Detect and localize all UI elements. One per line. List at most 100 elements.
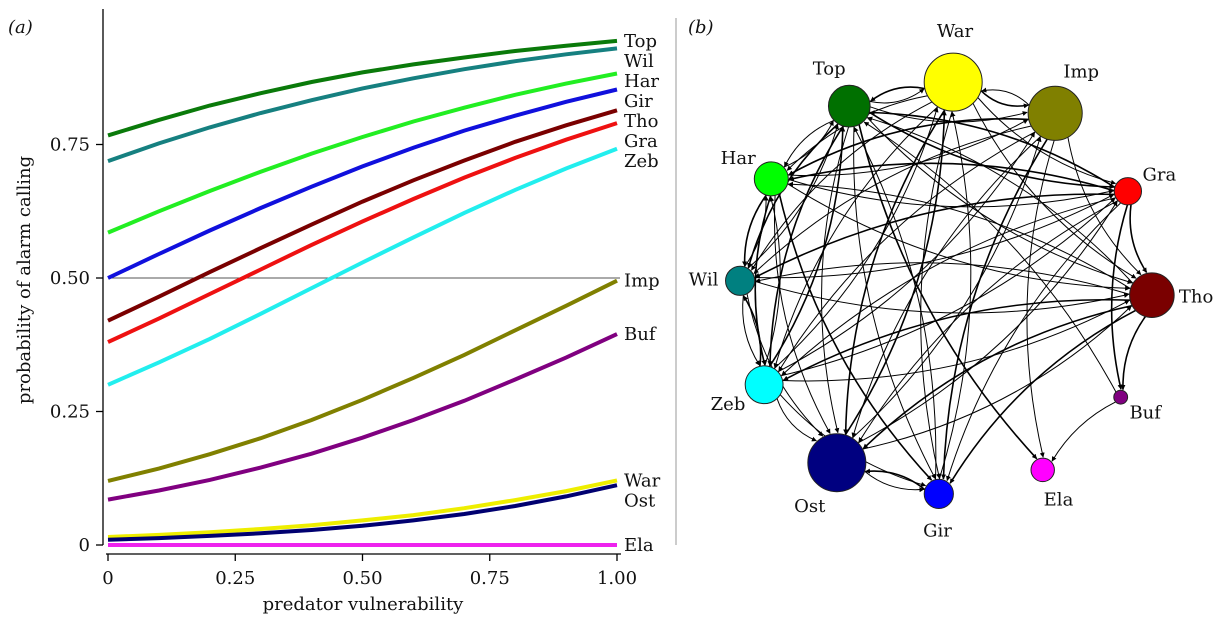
series-line-tho [107, 108, 618, 323]
node-tho [1129, 272, 1175, 318]
edge-gra-tho [1129, 204, 1148, 273]
node-label-ost: Ost [794, 496, 826, 517]
y-ticks: 0 0.25 0.50 0.75 [50, 135, 103, 556]
edge-har-gra [788, 178, 1114, 208]
node-buf [1113, 389, 1129, 405]
series-label-war: War [624, 470, 661, 491]
y-tick-label: 0.50 [50, 268, 90, 289]
edge-zeb-imp [777, 132, 1036, 373]
series-line-ost [107, 483, 618, 542]
edge-war-imp [980, 90, 1029, 109]
edge-zeb-gra [780, 197, 1116, 377]
node-zeb [744, 365, 784, 405]
edge-top-zeb [767, 125, 844, 367]
x-tick-label: 0.25 [215, 568, 255, 589]
series-label-imp: Imp [624, 271, 660, 292]
node-label-wil: Wil [689, 270, 719, 291]
node-label-top: Top [813, 58, 846, 79]
series-line-wil [107, 46, 618, 163]
edge-imp-tho [1067, 137, 1142, 275]
node-label-gir: Gir [923, 521, 952, 542]
edge-wil-zeb [742, 294, 761, 366]
series-label-ost: Ost [624, 490, 656, 511]
node-label-zeb: Zeb [711, 394, 746, 415]
series-label-ela: Ela [624, 535, 654, 556]
edge-top-ela [858, 124, 1038, 460]
y-tick-label: 0.75 [50, 135, 90, 156]
series-line-top [107, 38, 618, 138]
series-line-imp [107, 278, 618, 483]
x-tick-label: 0 [102, 568, 113, 589]
edge-har-wil [742, 194, 767, 267]
edge-tho-ost [862, 304, 1133, 450]
node-har [753, 161, 789, 197]
node-war [923, 52, 983, 112]
network-nodes [725, 52, 1175, 509]
edge-gir-top [853, 126, 937, 480]
edge-imp-wil [753, 125, 1032, 274]
panel-b-label: (b) [688, 17, 714, 38]
edge-imp-war [981, 87, 1030, 106]
edge-har-zeb [754, 195, 772, 366]
series-label-gra: Gra [624, 131, 658, 152]
series-line-zeb [107, 146, 618, 387]
series-label-top: Top [624, 31, 657, 52]
series-line-har [107, 71, 618, 235]
edge-tho-top [867, 116, 1134, 284]
y-tick-label: 0.25 [50, 402, 90, 423]
network-panel: (b) War Imp Gra Tho Buf Ela Gir Ost Zeb Wil Har Top [688, 17, 1213, 542]
edge-war-wil [751, 101, 933, 271]
edge-buf-top [863, 121, 1117, 393]
x-axis-title: predator vulnerability [263, 594, 465, 615]
node-ela [1030, 457, 1055, 483]
x-tick-label: 0.75 [470, 568, 510, 589]
node-label-ela: Ela [1044, 490, 1074, 511]
node-gir [923, 478, 954, 509]
edge-wil-gra [754, 194, 1115, 279]
node-label-buf: Buf [1129, 403, 1162, 424]
edge-imp-zeb [778, 131, 1036, 372]
edge-tho-gir [949, 309, 1136, 484]
edge-war-ost [843, 109, 946, 435]
node-label-imp: Imp [1063, 62, 1099, 83]
edge-zeb-har [764, 196, 781, 366]
edge-gir-ost [865, 468, 926, 491]
axes [102, 9, 621, 555]
edge-gra-gir [946, 202, 1122, 482]
node-label-war: War [937, 21, 974, 42]
node-gra [1113, 177, 1143, 206]
edge-wil-tho [754, 280, 1130, 314]
edge-imp-ost [851, 135, 1042, 438]
edge-top-tho [866, 116, 1133, 284]
series-label-wil: Wil [624, 51, 654, 72]
edge-zeb-war [773, 107, 939, 370]
series-label-tho: Tho [624, 111, 658, 132]
node-label-har: Har [721, 148, 756, 169]
edge-top-war [869, 88, 925, 104]
node-label-gra: Gra [1143, 165, 1177, 186]
series-label-har: Har [624, 71, 659, 92]
x-ticks: 0 0.25 0.50 0.75 1.00 [102, 554, 637, 589]
edge-buf-ela [1051, 401, 1116, 462]
series-line-buf [107, 332, 618, 502]
edge-tho-zeb [783, 298, 1131, 381]
edge-war-top [870, 86, 926, 102]
series-lines [107, 38, 618, 547]
edge-wil-har [743, 195, 769, 268]
edge-top-gir [853, 126, 936, 480]
edge-ost-gir [864, 470, 925, 493]
edge-gir-war [938, 111, 972, 480]
node-top [827, 84, 871, 128]
edge-tho-buf [1120, 316, 1147, 391]
edge-imp-ela [1026, 140, 1055, 458]
edge-ost-tho [862, 305, 1132, 450]
edge-har-tho [787, 183, 1131, 291]
node-wil [725, 265, 756, 296]
series-label-gir: Gir [624, 91, 653, 112]
x-tick-label: 0.50 [342, 568, 382, 589]
network-node-labels: War Imp Gra Tho Buf Ela Gir Ost Zeb Wil Har Top [689, 21, 1214, 541]
edge-gra-top [869, 110, 1116, 188]
node-imp [1027, 85, 1083, 141]
